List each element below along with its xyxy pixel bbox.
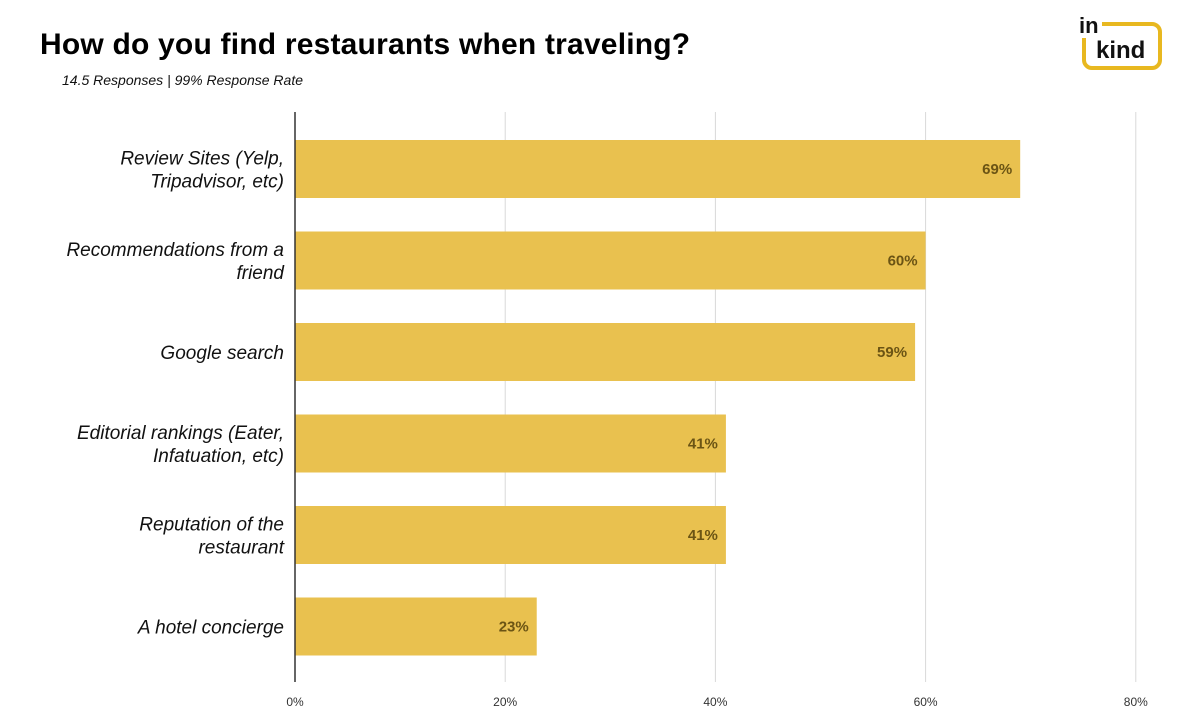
category-label: restaurant [198,538,284,559]
bar-value-label: 60% [888,253,918,270]
chart-title: How do you find restaurants when traveli… [40,28,691,61]
category-label: A hotel concierge [137,618,284,639]
bar-value-label: 41% [688,527,718,544]
bars: 69% 60% 59% 41% 41% 23% [295,140,1021,656]
category-label: Tripadvisor, etc) [150,172,284,193]
category-labels: Review Sites (Yelp,Tripadvisor, etc) Reco… [66,149,285,639]
bar [295,414,726,473]
x-tick-label: 0% [286,695,304,709]
category-label: Reputation of the [139,515,284,536]
bar-value-label: 23% [499,619,529,636]
logo-text-in: in [1076,14,1102,38]
category-label: Editorial rankings (Eater, [77,423,284,444]
bar-value-label: 69% [982,161,1012,178]
bar-value-label: 59% [877,344,907,361]
bar [295,140,1021,198]
gridlines [504,112,1137,682]
logo-text-kind: kind [1096,37,1146,64]
chart-subtitle: 14.5 Responses | 99% Response Rate [62,72,304,88]
x-axis-ticks: 0% 20% 40% 60% 80% [286,695,1148,709]
bar [295,323,916,381]
x-tick-label: 60% [914,695,938,709]
category-label: Google search [160,343,284,364]
x-tick-label: 40% [703,695,727,709]
bar [295,506,726,564]
category-label: Infatuation, etc) [153,446,284,467]
category-label: friend [236,263,285,284]
inkind-logo: in kind [1070,12,1166,74]
category-label: Recommendations from a [66,240,284,261]
x-tick-label: 80% [1124,695,1148,709]
x-tick-label: 20% [493,695,517,709]
bar [295,231,926,290]
bar [295,597,537,656]
bar-value-label: 41% [688,436,718,453]
category-label: Review Sites (Yelp, [120,149,284,170]
